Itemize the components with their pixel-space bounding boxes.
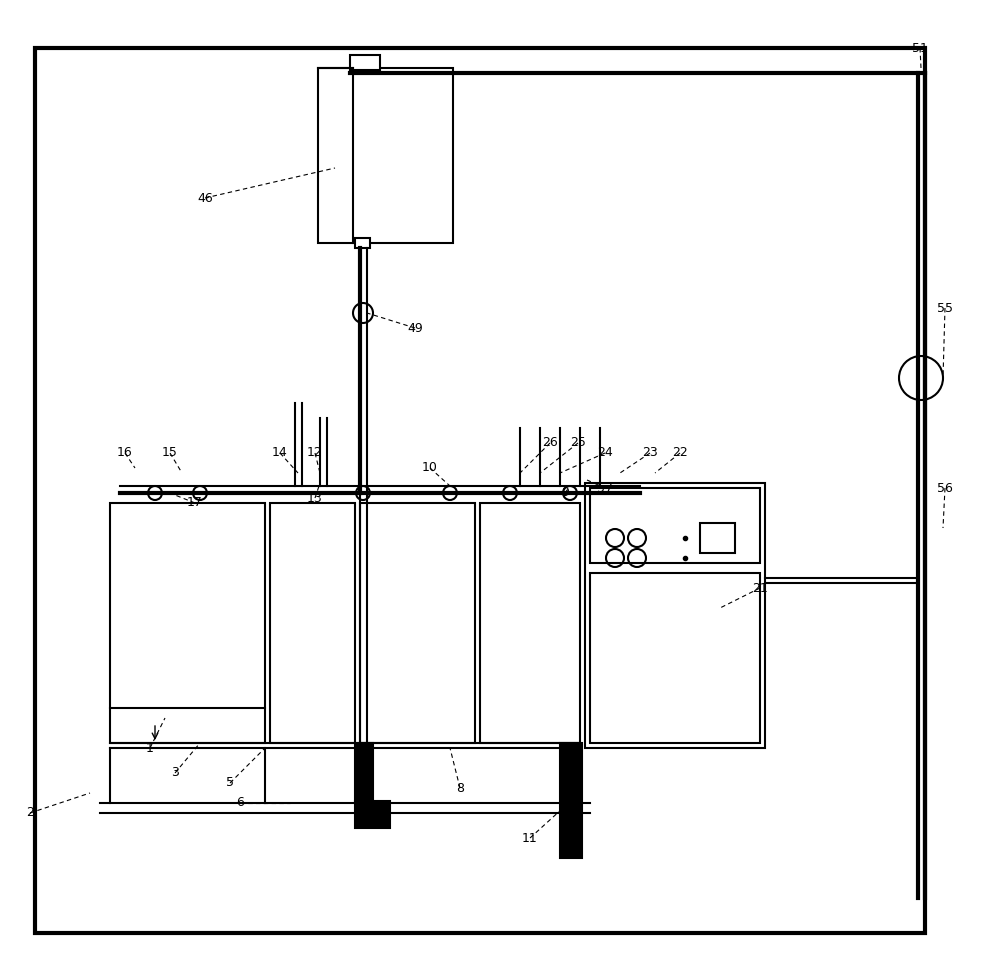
Text: 14: 14 — [272, 446, 288, 460]
Bar — [350, 55, 380, 70]
Bar — [110, 503, 265, 743]
Bar — [585, 483, 765, 748]
Text: 16: 16 — [117, 446, 133, 460]
Bar — [270, 503, 355, 743]
Text: 55: 55 — [937, 302, 953, 314]
Text: 23: 23 — [642, 446, 658, 460]
Text: 9: 9 — [561, 487, 569, 499]
Bar — [590, 488, 760, 563]
Bar — [700, 523, 735, 553]
Bar — [560, 743, 582, 858]
Text: 2: 2 — [26, 807, 34, 819]
Text: 3: 3 — [171, 766, 179, 780]
Text: 6: 6 — [236, 796, 244, 810]
Bar — [480, 503, 580, 743]
Text: 56: 56 — [937, 482, 953, 494]
Bar — [590, 573, 760, 743]
Text: 24: 24 — [597, 446, 613, 460]
Text: 57: 57 — [597, 482, 613, 494]
Bar — [355, 238, 370, 248]
Text: 11: 11 — [522, 832, 538, 845]
Text: 13: 13 — [307, 491, 323, 505]
Text: 49: 49 — [407, 322, 423, 334]
Text: 21: 21 — [752, 582, 768, 595]
Bar — [318, 68, 453, 243]
Text: 51: 51 — [912, 41, 928, 55]
Text: 12: 12 — [307, 446, 323, 460]
Text: 22: 22 — [672, 446, 688, 460]
Text: 46: 46 — [197, 192, 213, 204]
Text: 26: 26 — [542, 437, 558, 449]
Text: 17: 17 — [187, 496, 203, 510]
Text: 8: 8 — [456, 782, 464, 794]
Bar — [355, 743, 373, 803]
Bar — [35, 48, 925, 933]
Bar — [355, 801, 390, 828]
Text: 15: 15 — [162, 446, 178, 460]
Text: 5: 5 — [226, 777, 234, 789]
Text: 25: 25 — [570, 437, 586, 449]
Text: 1: 1 — [146, 741, 154, 755]
Bar — [360, 503, 475, 743]
Text: 10: 10 — [422, 462, 438, 474]
